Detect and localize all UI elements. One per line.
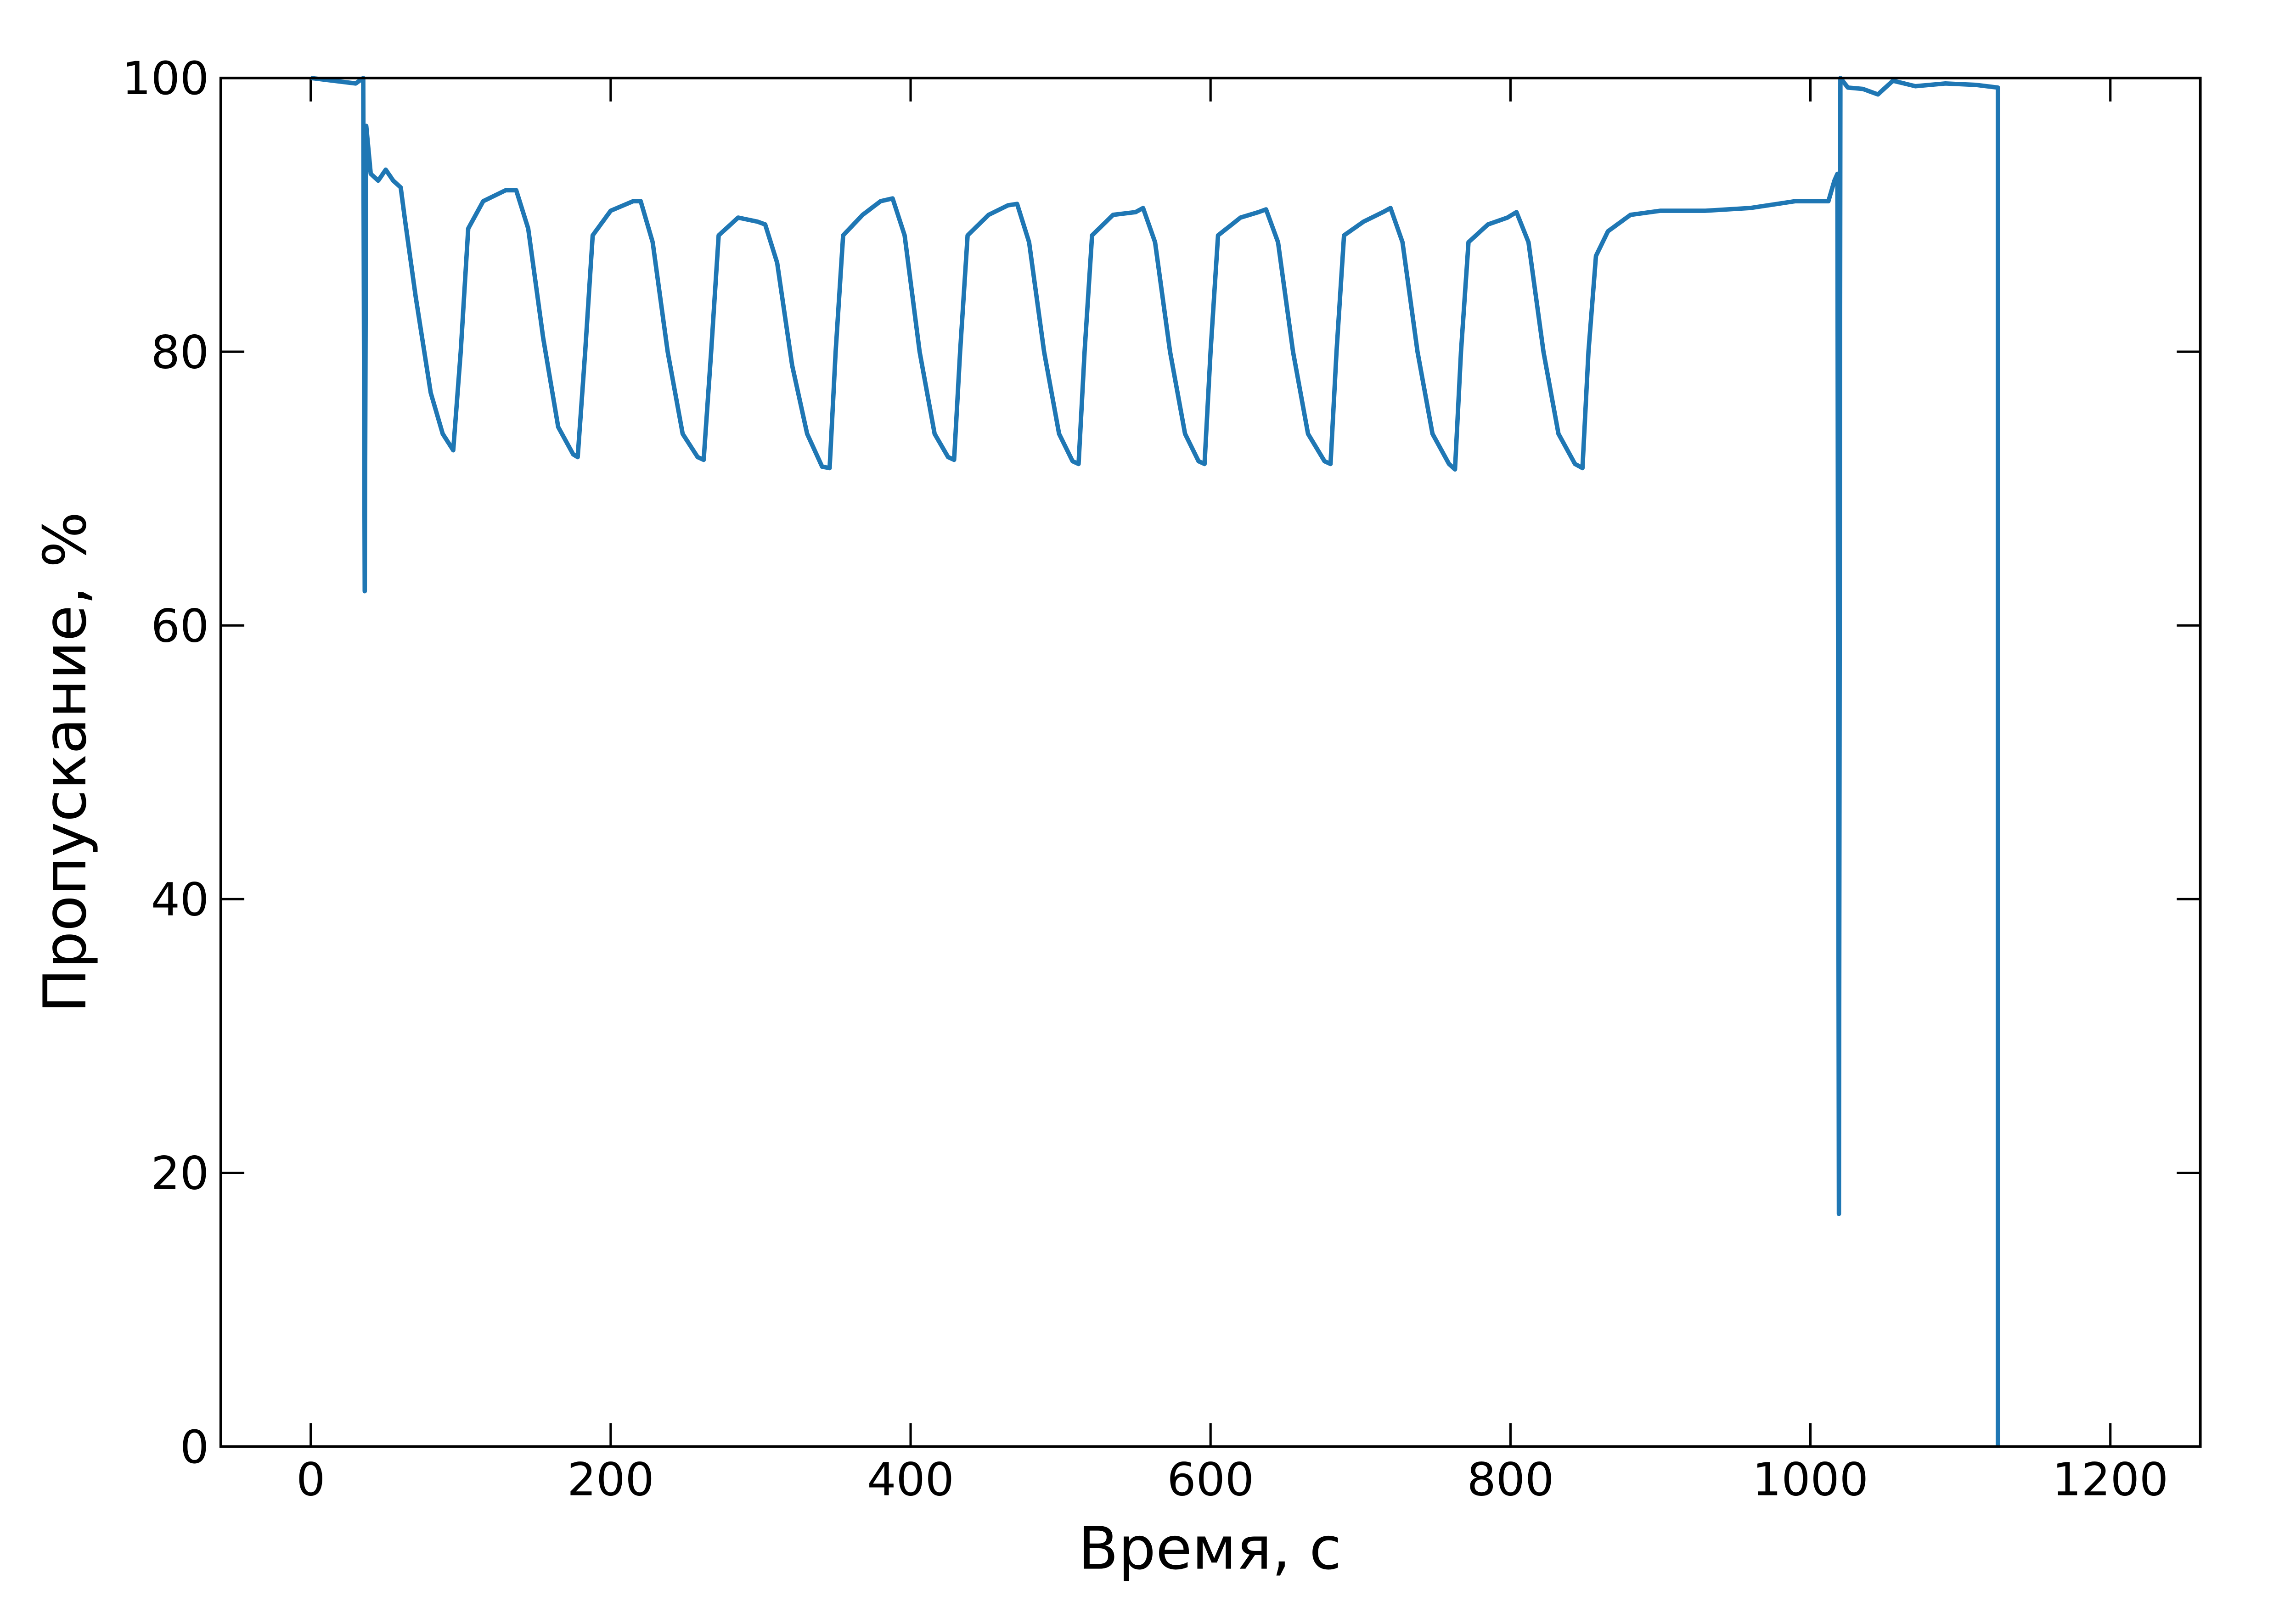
x-tick-label: 1000: [1752, 1453, 1868, 1506]
x-tick-label: 200: [567, 1453, 654, 1506]
y-tick-label: 20: [151, 1147, 209, 1200]
plot-frame: [219, 76, 2202, 1448]
x-tick-label: 800: [1467, 1453, 1554, 1506]
y-tick-label: 0: [180, 1421, 209, 1474]
x-axis-label: Время, с: [1078, 1515, 1342, 1583]
x-tick-label: 1200: [2052, 1453, 2168, 1506]
x-tick-label: 600: [1167, 1453, 1254, 1506]
y-tick-label: 40: [151, 874, 209, 927]
data-line: [310, 76, 2000, 1447]
y-tick-label: 60: [151, 600, 209, 652]
y-tick-label: 100: [122, 52, 209, 105]
y-axis-label: Пропускание, %: [31, 511, 100, 1013]
y-tick-label: 80: [151, 326, 209, 379]
x-tick-label: 400: [867, 1453, 954, 1506]
x-tick-label: 0: [296, 1453, 325, 1506]
